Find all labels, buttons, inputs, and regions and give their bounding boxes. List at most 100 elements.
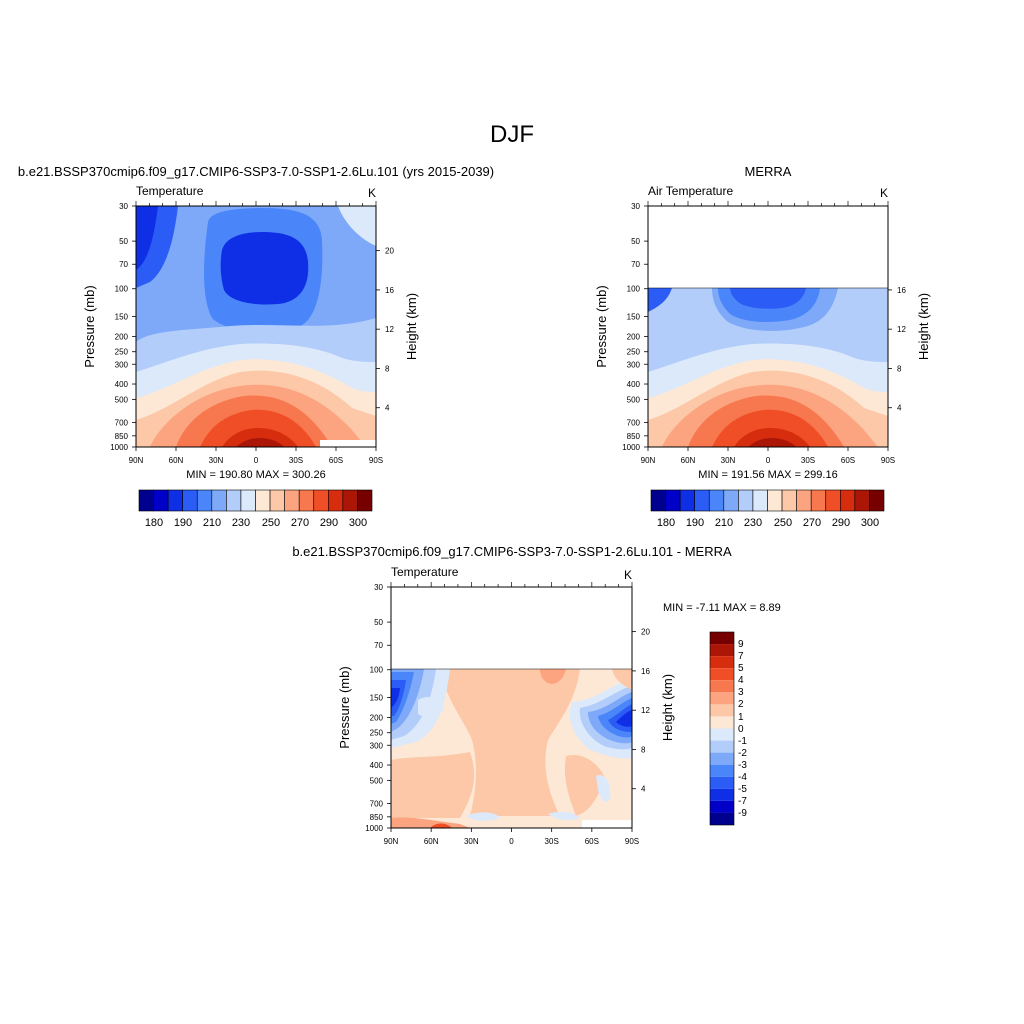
x-tick-label: 90N xyxy=(641,456,656,465)
y-tick-label: 400 xyxy=(370,761,384,770)
colorbar-swatch xyxy=(710,764,734,777)
contour-band xyxy=(430,823,452,828)
stats-label: MIN = 190.80 MAX = 300.26 xyxy=(186,469,325,481)
colorbar-swatch xyxy=(710,728,734,741)
contour-band xyxy=(440,669,580,816)
y-tick-label: 700 xyxy=(115,418,129,427)
colorbar-swatch xyxy=(342,489,358,512)
colorbar-label: 290 xyxy=(320,517,338,529)
page-title: DJF xyxy=(490,121,534,148)
x-tick-label: 30N xyxy=(464,837,479,846)
y-tick-label: 850 xyxy=(115,432,129,441)
colorbar-swatch xyxy=(240,489,256,512)
colorbar-swatch xyxy=(357,489,373,512)
y-tick-label: 200 xyxy=(627,332,641,341)
y-tick-label: 50 xyxy=(631,237,640,246)
contour-band xyxy=(734,428,810,447)
y-tick-label: 50 xyxy=(374,618,383,627)
y2-tick-label: 8 xyxy=(897,364,902,373)
colorbar-label: -3 xyxy=(738,760,747,771)
colorbar-label: 4 xyxy=(738,675,744,686)
y-tick-label: 250 xyxy=(115,348,129,357)
colorbar-swatch xyxy=(796,489,812,512)
panel-merra: MERRA Air Temperature K 30 50 70 100 150 200 2… xyxy=(594,164,931,529)
y-tick-label: 70 xyxy=(374,641,383,650)
contour-band xyxy=(648,288,672,312)
x-tick-label: 30S xyxy=(801,456,815,465)
contour-band xyxy=(540,669,566,684)
y-axis-title: Pressure (mb) xyxy=(594,285,609,367)
colorbar-swatch xyxy=(710,656,734,669)
colorbar-swatch xyxy=(810,489,827,512)
colorbar-label: 180 xyxy=(145,517,163,529)
y-tick-label: 250 xyxy=(627,348,641,357)
colorbar-swatch xyxy=(767,489,783,512)
colorbar-label: 230 xyxy=(744,517,762,529)
y2-tick-label: 4 xyxy=(897,404,902,413)
colorbar-label: -4 xyxy=(738,772,747,783)
contour-band xyxy=(136,206,158,270)
stats-label: MIN = -7.11 MAX = 8.89 xyxy=(663,602,781,614)
colorbar-label: -2 xyxy=(738,748,747,759)
contour-band xyxy=(466,812,500,821)
colorbar-label: -1 xyxy=(738,736,747,747)
contour-field xyxy=(391,669,632,828)
y2-tick-label: 4 xyxy=(641,785,646,794)
x-tick-label: 30S xyxy=(545,837,559,846)
colorbar-swatch xyxy=(710,632,734,645)
y-tick-label: 300 xyxy=(370,741,384,750)
units-label: K xyxy=(880,186,888,200)
units-label: K xyxy=(624,568,632,582)
y-tick-label: 70 xyxy=(631,260,640,269)
x-tick-label: 90S xyxy=(369,456,383,465)
y-tick-label: 150 xyxy=(115,313,129,322)
x-tick-label: 0 xyxy=(509,837,514,846)
colorbar-labels: 9 7 5 4 3 2 1 0 -1 -2 -3 -4 -5 -7 -9 xyxy=(738,639,747,819)
y-tick-label: 850 xyxy=(627,432,641,441)
x-tick-label: 60N xyxy=(424,837,439,846)
colorbar-swatch xyxy=(328,489,344,512)
colorbar-swatch xyxy=(226,489,242,512)
contour-band xyxy=(748,438,796,447)
y2-tick-label: 16 xyxy=(641,667,650,676)
y-tick-label: 1000 xyxy=(110,443,128,452)
y-tick-label: 200 xyxy=(370,713,384,722)
y-tick-label: 70 xyxy=(119,260,128,269)
y-tick-label: 1000 xyxy=(365,824,383,833)
x-tick-label: 90S xyxy=(625,837,639,846)
colorbar-swatch xyxy=(738,489,754,512)
y2-tick-label: 12 xyxy=(641,706,650,715)
panel-title: b.e21.BSSP370cmip6.f09_g17.CMIP6-SSP3-7.… xyxy=(18,164,494,179)
y2-tick-label: 12 xyxy=(897,325,906,334)
y-tick-label: 400 xyxy=(115,380,129,389)
x-tick-label: 30S xyxy=(289,456,303,465)
x-tick-label: 30N xyxy=(209,456,224,465)
colorbar-label: 270 xyxy=(803,517,821,529)
y-tick-label: 150 xyxy=(627,313,641,322)
missing-data xyxy=(582,820,632,828)
colorbar-label: 9 xyxy=(738,639,744,650)
contour-band xyxy=(236,438,284,447)
panel-title: b.e21.BSSP370cmip6.f09_g17.CMIP6-SSP3-7.… xyxy=(292,544,732,559)
x-tick-label: 0 xyxy=(766,456,771,465)
colorbar-frame xyxy=(709,631,735,826)
colorbar xyxy=(709,631,735,826)
contour-band xyxy=(222,428,298,447)
colorbar-swatch xyxy=(710,716,734,729)
colorbar-swatch xyxy=(752,489,768,512)
y-tick-label: 50 xyxy=(119,237,128,246)
x-tick-label: 90N xyxy=(384,837,399,846)
colorbar-swatch xyxy=(313,489,329,512)
y-tick-label: 500 xyxy=(370,776,384,785)
colorbar-label: 1 xyxy=(738,712,744,723)
colorbar-swatch xyxy=(710,788,734,801)
contour-band xyxy=(391,752,475,818)
colorbar-swatch xyxy=(710,752,734,765)
panel-title: MERRA xyxy=(745,164,792,179)
x-tick-label: 60N xyxy=(681,456,696,465)
axes: 305070100150200250300400500700850100090N… xyxy=(337,582,675,846)
x-tick-label: 60S xyxy=(585,837,599,846)
colorbar-label: 250 xyxy=(262,517,280,529)
colorbar-swatch xyxy=(138,489,154,512)
colorbar-swatch xyxy=(869,489,885,512)
